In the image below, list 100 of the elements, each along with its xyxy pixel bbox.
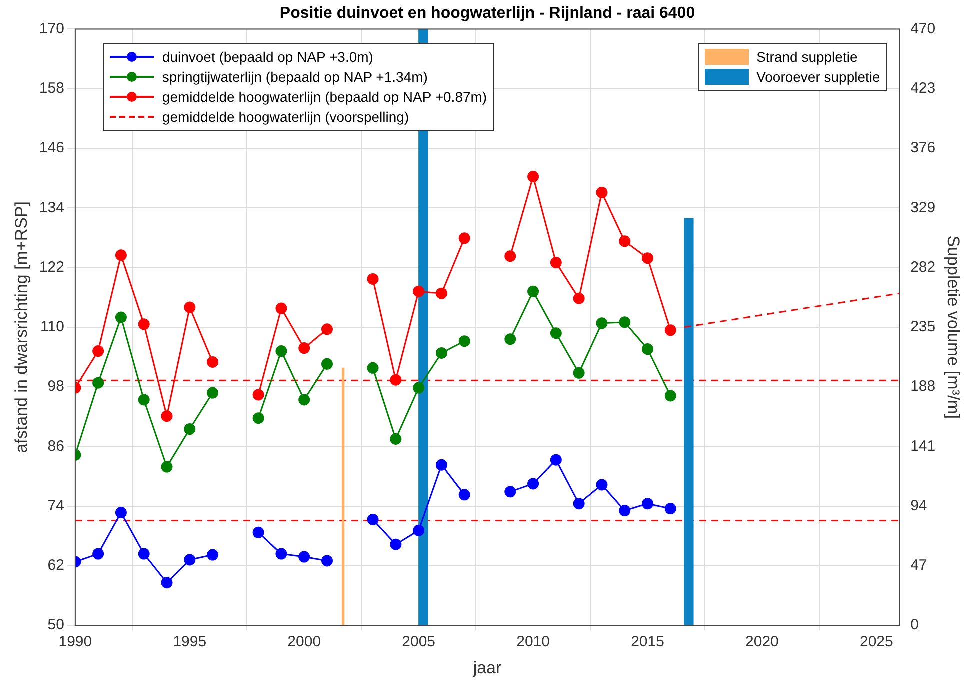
point	[298, 394, 310, 406]
point	[528, 478, 540, 490]
point	[619, 236, 631, 248]
point	[436, 347, 448, 359]
point	[298, 551, 310, 563]
y-tick-label: 158	[39, 80, 64, 97]
point	[184, 554, 196, 566]
point	[528, 286, 540, 298]
point	[573, 367, 585, 379]
point	[184, 302, 196, 314]
point	[276, 548, 288, 560]
point	[207, 387, 219, 399]
y2-tick-label: 376	[910, 140, 936, 157]
point	[115, 312, 127, 324]
y2-axis-title: Suppletie volume [m³/m]	[944, 236, 964, 420]
y-tick-label: 86	[48, 438, 64, 455]
bar	[684, 218, 694, 626]
x-tick-label: 2000	[288, 634, 322, 651]
point	[322, 324, 333, 336]
y2-tick-label: 141	[910, 438, 936, 455]
point	[458, 336, 470, 348]
x-tick-label: 2015	[631, 634, 664, 651]
y-axis-title: afstand in dwarsrichting [m+RSP]	[12, 201, 31, 454]
bar	[342, 368, 345, 626]
legend-label: gemiddelde hoogwaterlijn (bepaald op NAP +0.87m)	[162, 88, 488, 108]
point	[664, 390, 676, 402]
point	[550, 454, 562, 466]
point	[390, 538, 402, 550]
point	[664, 503, 676, 515]
point	[573, 498, 585, 510]
point	[115, 250, 127, 262]
point	[436, 459, 448, 471]
point	[276, 302, 288, 314]
y2-tick-label: 188	[910, 378, 936, 396]
point	[436, 288, 448, 300]
point	[642, 344, 654, 356]
x-tick-label: 2020	[746, 634, 779, 651]
legend-label: Strand suppletie	[756, 48, 858, 68]
point	[596, 479, 608, 491]
point	[458, 232, 470, 244]
point	[276, 346, 288, 358]
point	[161, 410, 173, 422]
point	[413, 524, 425, 536]
point	[619, 505, 631, 517]
point	[664, 324, 676, 336]
point	[92, 548, 104, 560]
point	[504, 486, 516, 498]
y2-tick-label: 235	[910, 318, 936, 336]
point	[322, 358, 333, 370]
y-tick-label: 98	[48, 378, 64, 396]
point	[504, 334, 516, 346]
point	[207, 549, 219, 561]
y2-tick-label: 94	[910, 497, 928, 514]
point	[252, 526, 264, 538]
y2-tick-label: 47	[910, 557, 928, 574]
point	[138, 394, 150, 406]
y2-tick-label: 423	[910, 80, 936, 97]
y-tick-label: 122	[39, 258, 64, 276]
point	[252, 389, 264, 401]
x-tick-label: 1990	[58, 634, 92, 651]
y-tick-label: 62	[48, 557, 64, 574]
legend-label: gemiddelde hoogwaterlijn (voorspelling)	[162, 108, 410, 128]
point	[92, 377, 104, 389]
point	[550, 328, 562, 340]
point	[596, 318, 608, 330]
y-tick-label: 170	[39, 20, 64, 38]
point	[184, 424, 196, 436]
x-tick-label: 1995	[173, 634, 207, 651]
point	[413, 382, 425, 394]
legend-label: Vooroever suppletie	[756, 68, 880, 88]
point	[161, 461, 173, 473]
chart-title: Positie duinvoet en hoogwaterlijn - Rijnland - raai 6400	[280, 5, 696, 22]
point	[207, 356, 219, 368]
point	[528, 171, 540, 183]
point	[573, 292, 585, 304]
point	[458, 489, 470, 501]
point	[367, 514, 379, 526]
point	[642, 252, 654, 264]
y2-tick-label: 0	[910, 616, 919, 634]
point	[322, 555, 333, 567]
point	[161, 577, 173, 589]
x-axis-title: jaar	[472, 658, 502, 678]
point	[390, 374, 402, 386]
point	[138, 318, 150, 330]
point	[252, 412, 264, 424]
point	[138, 548, 150, 560]
y-tick-label: 74	[48, 497, 64, 514]
x-tick-label: 2010	[516, 634, 550, 651]
point	[596, 186, 608, 198]
x-tick-label: 2005	[402, 634, 436, 651]
point	[115, 507, 127, 519]
point	[367, 362, 379, 374]
legend-label: duinvoet (bepaald op NAP +3.0m)	[162, 48, 374, 68]
point	[298, 342, 310, 354]
y2-tick-label: 329	[910, 199, 936, 216]
point	[550, 257, 562, 269]
y-tick-label: 110	[40, 318, 64, 336]
point	[642, 498, 654, 510]
y-tick-label: 134	[39, 199, 64, 216]
y2-tick-label: 282	[910, 258, 936, 276]
